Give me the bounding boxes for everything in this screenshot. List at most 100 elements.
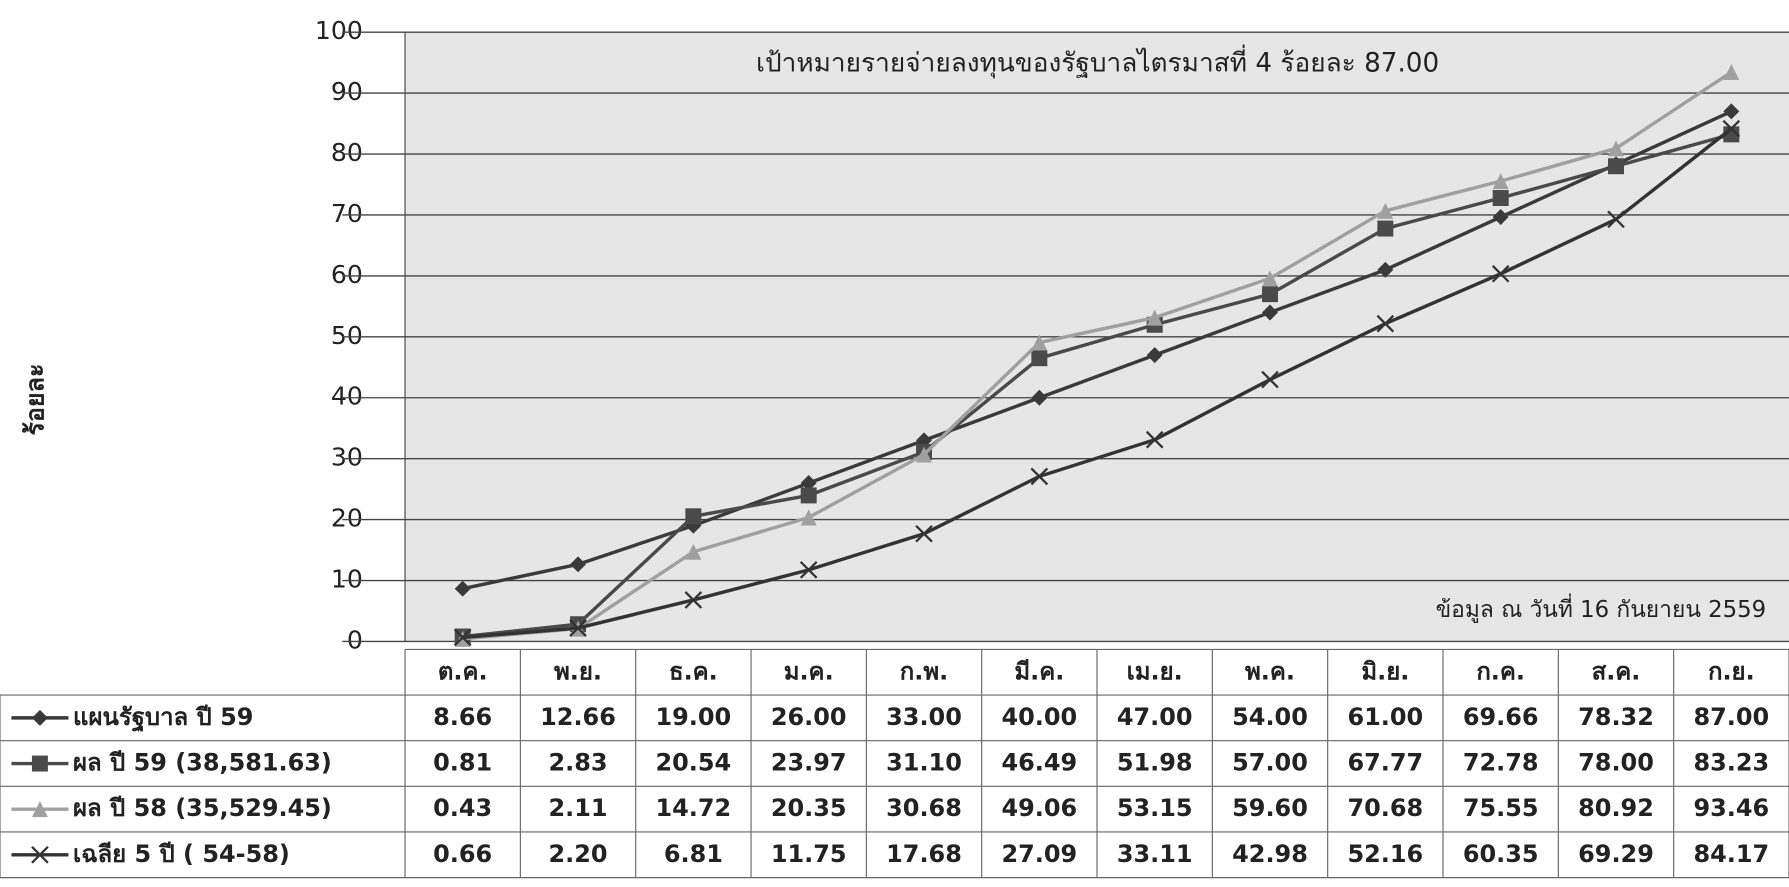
data-label: 84.17 — [1693, 840, 1769, 868]
note: ข้อมูล ณ วันที่ 16 กันยายน 2559 — [1436, 593, 1767, 623]
data-label: 0.43 — [433, 794, 492, 822]
data-label: 17.68 — [886, 840, 962, 868]
marker — [31, 709, 48, 726]
x-tick-label: พ.ค. — [1245, 657, 1295, 685]
marker — [800, 509, 817, 526]
marker — [1608, 158, 1624, 175]
data-label: 53.15 — [1117, 794, 1193, 822]
y-tick-label: 100 — [315, 16, 363, 45]
data-label: 59.60 — [1232, 794, 1308, 822]
y-tick-label: 50 — [331, 321, 363, 350]
data-label: 30.68 — [886, 794, 962, 822]
marker — [1377, 220, 1394, 237]
y-tick-label: 40 — [331, 382, 363, 411]
data-label: 2.20 — [548, 840, 607, 868]
marker — [1262, 286, 1278, 303]
marker — [1492, 209, 1509, 226]
x-tick-label: ต.ค. — [438, 657, 488, 685]
marker — [1607, 210, 1625, 229]
marker — [1146, 347, 1163, 364]
series-line — [462, 70, 1733, 641]
marker — [453, 628, 472, 647]
data-label: 20.54 — [656, 749, 732, 777]
x-tick-label: มี.ค. — [1014, 657, 1064, 685]
legend-label: เฉลีย 5 ปี ( 54-58) — [73, 840, 290, 868]
marker — [916, 446, 933, 463]
data-label: 93.46 — [1693, 794, 1769, 822]
x-tick-label: พ.ย. — [554, 657, 602, 685]
data-label: 49.06 — [1001, 794, 1077, 822]
marker — [799, 561, 818, 579]
data-label: 40.00 — [1001, 703, 1077, 731]
marker — [31, 846, 49, 864]
data-label: 0.81 — [433, 749, 492, 777]
marker — [1031, 334, 1048, 351]
y-tick-label: 30 — [331, 443, 363, 472]
data-label: 54.00 — [1232, 703, 1308, 731]
data-label: 33.11 — [1117, 840, 1193, 868]
marker — [1030, 467, 1049, 486]
data-label: 42.98 — [1232, 840, 1308, 868]
marker — [1377, 202, 1394, 219]
data-label: 70.68 — [1347, 794, 1423, 822]
x-tick-label: ก.พ. — [900, 657, 948, 685]
x-tick-label: เม.ย. — [1127, 657, 1183, 685]
x-tick-label: ธ.ค. — [669, 657, 718, 685]
series-line — [462, 132, 1732, 639]
marker — [1262, 270, 1278, 287]
data-label: 46.49 — [1001, 749, 1077, 777]
marker — [1031, 350, 1048, 367]
data-label: 11.75 — [771, 840, 847, 868]
data-label: 69.66 — [1463, 703, 1539, 731]
y-tick-label: 0 — [347, 625, 363, 654]
data-label: 78.32 — [1578, 703, 1654, 731]
data-label: 27.09 — [1001, 840, 1077, 868]
series-line — [462, 127, 1733, 640]
data-label: 72.78 — [1463, 749, 1539, 777]
marker — [1723, 103, 1740, 120]
data-label: 78.00 — [1578, 749, 1654, 777]
marker — [684, 591, 703, 609]
legend-label: ผล ปี 59 (38,581.63) — [73, 749, 332, 777]
data-label: 80.92 — [1578, 794, 1654, 822]
marker — [569, 619, 587, 637]
marker — [1376, 314, 1395, 333]
marker — [915, 524, 933, 543]
marker — [800, 487, 817, 504]
marker — [31, 801, 48, 818]
marker — [685, 508, 702, 525]
data-label: 61.00 — [1347, 703, 1423, 731]
marker — [1723, 64, 1740, 81]
x-tick-label: ม.ค. — [784, 657, 834, 685]
data-label: 47.00 — [1117, 703, 1193, 731]
data-label: 23.97 — [771, 749, 847, 777]
data-label: 87.00 — [1693, 703, 1769, 731]
data-label: 31.10 — [886, 749, 962, 777]
data-label: 60.35 — [1463, 840, 1539, 868]
x-tick-label: ก.ย. — [1708, 657, 1755, 685]
data-label: 19.00 — [656, 703, 732, 731]
data-label: 52.16 — [1347, 840, 1423, 868]
y-tick-label: 80 — [331, 138, 363, 167]
marker — [1492, 173, 1509, 190]
marker — [1608, 140, 1624, 157]
data-label: 14.72 — [656, 794, 732, 822]
data-label: 20.35 — [771, 794, 847, 822]
y-tick-label: 60 — [331, 260, 363, 289]
data-label: 67.77 — [1347, 749, 1423, 777]
data-label: 12.66 — [540, 703, 616, 731]
y-tick-label: 70 — [331, 199, 363, 228]
data-label: 2.11 — [548, 794, 607, 822]
data-label: 69.29 — [1578, 840, 1654, 868]
x-tick-label: มิ.ย. — [1361, 657, 1409, 685]
legend-label: ผล ปี 58 (35,529.45) — [73, 794, 332, 822]
legend-label: แผนรัฐบาล ปี 59 — [73, 703, 253, 733]
marker — [1722, 119, 1741, 138]
annotation: เป้าหมายรายจ่ายลงทุนของรัฐบาลไตรมาสที่ 4… — [756, 45, 1439, 79]
y-axis-label: ร้อยละ — [21, 364, 50, 436]
data-label: 75.55 — [1463, 794, 1539, 822]
marker — [1492, 190, 1509, 207]
marker — [1145, 430, 1164, 449]
y-tick-label: 90 — [331, 77, 363, 106]
